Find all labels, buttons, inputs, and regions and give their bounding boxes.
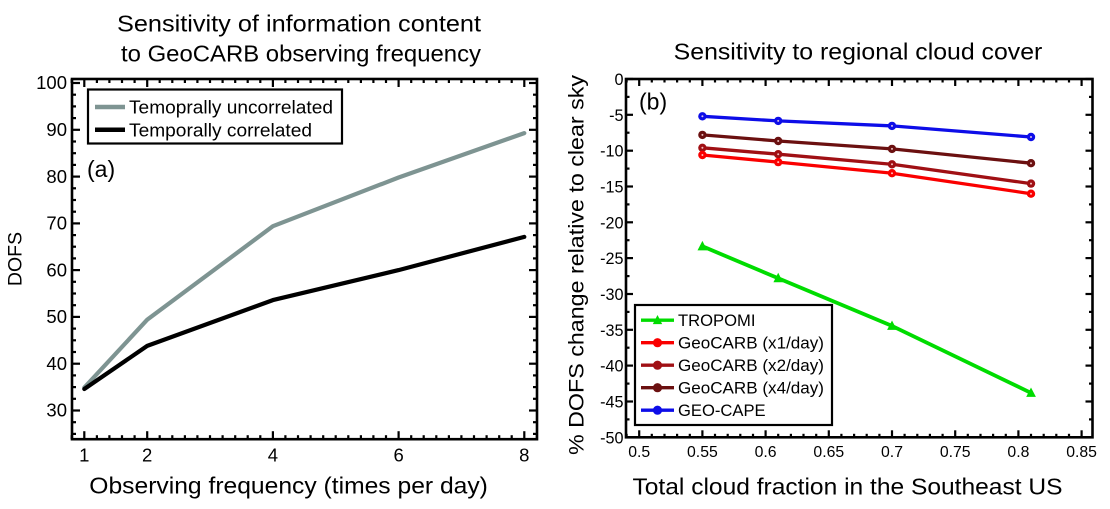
svg-text:2: 2 [142, 445, 152, 466]
svg-text:-45: -45 [600, 394, 623, 412]
svg-text:-15: -15 [600, 179, 623, 197]
svg-text:-10: -10 [600, 143, 623, 161]
svg-text:-40: -40 [600, 358, 623, 376]
svg-text:100: 100 [36, 72, 67, 93]
svg-text:0.85: 0.85 [1066, 444, 1097, 461]
svg-text:8: 8 [519, 445, 529, 466]
svg-text:-30: -30 [600, 286, 623, 304]
svg-text:50: 50 [46, 306, 67, 327]
svg-text:80: 80 [46, 166, 67, 187]
svg-text:0.55: 0.55 [687, 444, 718, 461]
svg-text:Total cloud fraction in the So: Total cloud fraction in the Southeast US [633, 474, 1063, 500]
svg-text:0.8: 0.8 [1007, 444, 1029, 461]
svg-text:DOFS: DOFS [4, 232, 26, 286]
svg-text:0.75: 0.75 [940, 444, 971, 461]
svg-text:30: 30 [46, 400, 67, 421]
svg-text:Temoprally uncorrelated: Temoprally uncorrelated [129, 97, 333, 118]
svg-text:0: 0 [614, 71, 623, 89]
svg-text:GeoCARB (x2/day): GeoCARB (x2/day) [678, 356, 824, 375]
svg-text:-20: -20 [600, 214, 623, 232]
svg-text:4: 4 [268, 445, 278, 466]
svg-text:Sensitivity of information con: Sensitivity of information content [117, 11, 481, 37]
svg-text:GeoCARB (x1/day): GeoCARB (x1/day) [678, 334, 824, 353]
svg-text:0.5: 0.5 [628, 444, 650, 461]
svg-text:-5: -5 [609, 107, 623, 125]
svg-text:to GeoCARB observing frequency: to GeoCARB observing frequency [121, 40, 481, 66]
svg-text:Sensitivity to regional cloud: Sensitivity to regional cloud cover [674, 39, 1043, 65]
svg-text:60: 60 [46, 259, 67, 280]
svg-text:GEO-CAPE: GEO-CAPE [678, 401, 766, 420]
svg-text:70: 70 [46, 213, 67, 234]
svg-text:40: 40 [46, 353, 67, 374]
svg-text:0.65: 0.65 [813, 444, 844, 461]
svg-text:6: 6 [393, 445, 403, 466]
svg-text:(a): (a) [87, 156, 115, 182]
svg-text:-35: -35 [600, 322, 623, 340]
svg-text:-25: -25 [600, 250, 623, 268]
svg-text:0.7: 0.7 [881, 444, 903, 461]
svg-text:TROPOMI: TROPOMI [678, 311, 755, 330]
svg-text:-50: -50 [600, 429, 623, 447]
svg-text:Observing frequency (times per: Observing frequency (times per day) [89, 472, 488, 498]
svg-text:(b): (b) [639, 89, 667, 115]
svg-text:% DOFS change relative to clea: % DOFS change relative to clear sky [565, 75, 589, 455]
svg-text:0.6: 0.6 [755, 444, 777, 461]
svg-text:GeoCARB (x4/day): GeoCARB (x4/day) [678, 379, 824, 398]
svg-text:1: 1 [79, 445, 89, 466]
svg-text:90: 90 [46, 119, 67, 140]
svg-text:Temporally correlated: Temporally correlated [129, 119, 312, 140]
